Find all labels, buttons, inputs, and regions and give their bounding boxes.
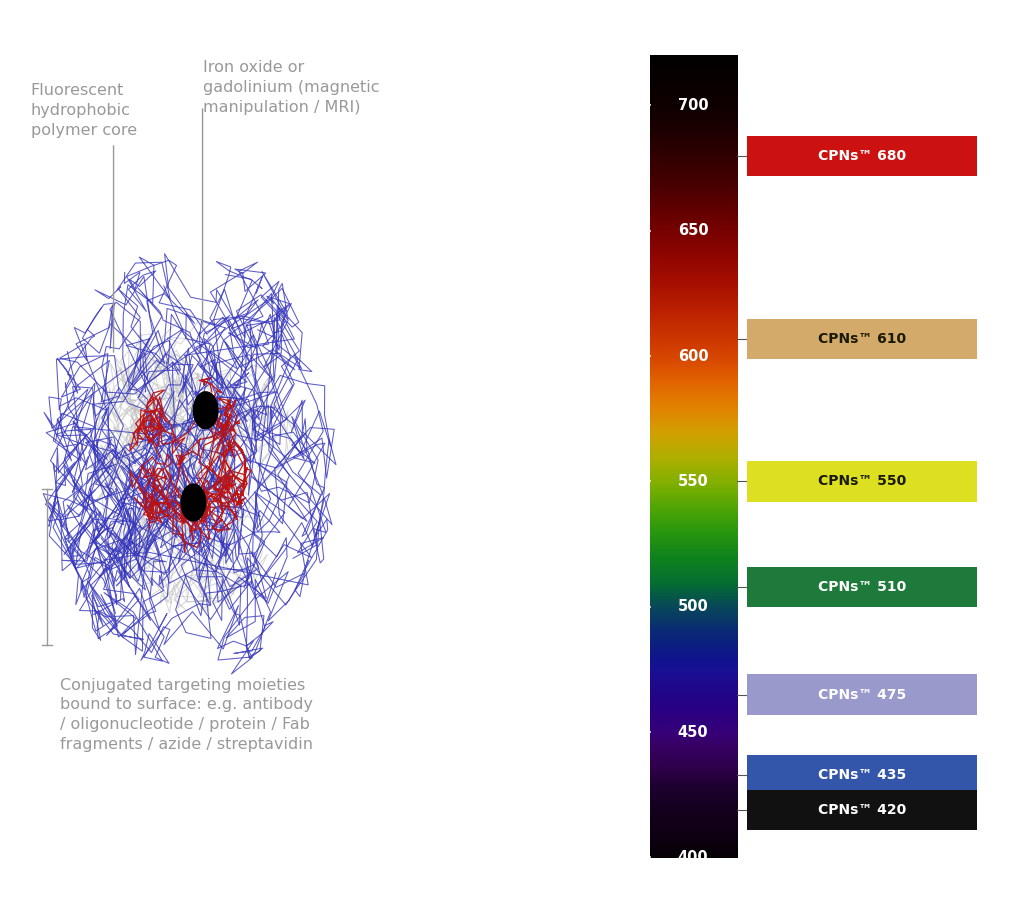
- FancyBboxPatch shape: [747, 790, 977, 830]
- Text: CPNs™ 420: CPNs™ 420: [817, 803, 906, 817]
- FancyBboxPatch shape: [747, 675, 977, 715]
- Text: Fluorescent
hydrophobic
polymer core: Fluorescent hydrophobic polymer core: [31, 83, 137, 137]
- Text: 600: 600: [678, 349, 708, 363]
- Text: 700: 700: [678, 98, 708, 113]
- Text: 500: 500: [677, 599, 709, 614]
- Text: CPNs™ 680: CPNs™ 680: [817, 148, 906, 162]
- Text: CPNs™ 610: CPNs™ 610: [817, 332, 906, 346]
- FancyBboxPatch shape: [747, 755, 977, 795]
- Circle shape: [181, 484, 206, 521]
- FancyBboxPatch shape: [747, 318, 977, 359]
- Text: 400: 400: [678, 850, 708, 865]
- Text: CPNs™ 550: CPNs™ 550: [817, 475, 906, 489]
- FancyBboxPatch shape: [747, 567, 977, 607]
- Text: Conjugated targeting moieties
bound to surface: e.g. antibody
/ oligonucleotide : Conjugated targeting moieties bound to s…: [59, 678, 313, 752]
- Text: 450: 450: [678, 725, 708, 739]
- Text: CPNs™ 435: CPNs™ 435: [817, 768, 906, 782]
- Text: 550: 550: [677, 474, 709, 489]
- Text: CPNs™ 475: CPNs™ 475: [817, 688, 906, 702]
- Circle shape: [193, 392, 218, 429]
- FancyBboxPatch shape: [747, 461, 977, 502]
- Text: 650: 650: [678, 223, 708, 238]
- Text: CPNs™ 510: CPNs™ 510: [817, 580, 906, 594]
- FancyBboxPatch shape: [747, 136, 977, 175]
- Text: Iron oxide or
gadolinium (magnetic
manipulation / MRI): Iron oxide or gadolinium (magnetic manip…: [203, 60, 380, 114]
